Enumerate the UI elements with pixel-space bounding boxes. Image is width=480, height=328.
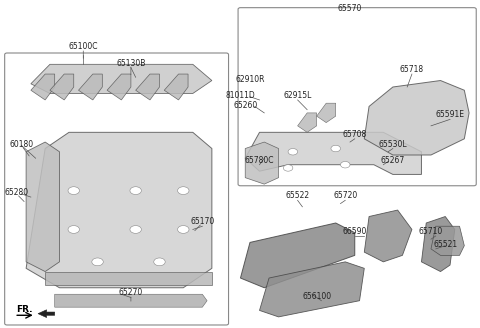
- Circle shape: [130, 187, 142, 195]
- Text: 65780C: 65780C: [245, 156, 274, 165]
- Polygon shape: [79, 74, 102, 100]
- Circle shape: [288, 149, 298, 155]
- Polygon shape: [317, 103, 336, 123]
- Circle shape: [68, 226, 80, 233]
- Circle shape: [331, 145, 340, 152]
- Circle shape: [154, 258, 165, 266]
- Text: 65130B: 65130B: [116, 59, 145, 68]
- Text: 66590: 66590: [343, 227, 367, 236]
- Text: 65280: 65280: [4, 188, 29, 197]
- Text: FR.: FR.: [17, 305, 33, 314]
- Circle shape: [178, 226, 189, 233]
- Circle shape: [283, 165, 293, 171]
- Polygon shape: [136, 74, 159, 100]
- Polygon shape: [431, 226, 464, 256]
- Polygon shape: [55, 294, 207, 307]
- Circle shape: [130, 226, 142, 233]
- Polygon shape: [31, 74, 55, 100]
- Text: 65170: 65170: [190, 217, 215, 226]
- Circle shape: [178, 187, 189, 195]
- Polygon shape: [245, 132, 421, 174]
- Polygon shape: [364, 80, 469, 155]
- Polygon shape: [164, 74, 188, 100]
- Polygon shape: [240, 223, 355, 288]
- Text: 65591E: 65591E: [435, 111, 465, 119]
- Text: 65720: 65720: [333, 191, 358, 200]
- Text: 62910R: 62910R: [235, 75, 265, 84]
- Text: 65522: 65522: [286, 191, 310, 200]
- Text: 65570: 65570: [338, 4, 362, 12]
- Polygon shape: [50, 74, 74, 100]
- Text: 65100C: 65100C: [69, 42, 98, 51]
- Text: 65710: 65710: [419, 227, 443, 236]
- Polygon shape: [26, 142, 60, 272]
- Text: 65267: 65267: [381, 156, 405, 165]
- Polygon shape: [421, 216, 455, 272]
- Text: 65708: 65708: [343, 130, 367, 139]
- Text: 81011D: 81011D: [226, 91, 255, 100]
- Text: 60180: 60180: [9, 139, 34, 149]
- Text: 65270: 65270: [119, 288, 143, 297]
- Circle shape: [92, 258, 103, 266]
- Polygon shape: [26, 132, 212, 288]
- Circle shape: [340, 161, 350, 168]
- Text: 656100: 656100: [302, 292, 331, 301]
- Polygon shape: [45, 272, 212, 284]
- Text: 65718: 65718: [400, 65, 424, 74]
- Polygon shape: [31, 64, 212, 93]
- Polygon shape: [260, 262, 364, 317]
- Polygon shape: [107, 74, 131, 100]
- Polygon shape: [38, 310, 55, 318]
- Text: 65530L: 65530L: [379, 139, 407, 149]
- Text: 65521: 65521: [433, 240, 457, 249]
- Polygon shape: [245, 142, 278, 184]
- Text: 62915L: 62915L: [283, 91, 312, 100]
- Text: 65260: 65260: [233, 101, 257, 110]
- Circle shape: [68, 187, 80, 195]
- Polygon shape: [364, 210, 412, 262]
- Polygon shape: [298, 113, 317, 132]
